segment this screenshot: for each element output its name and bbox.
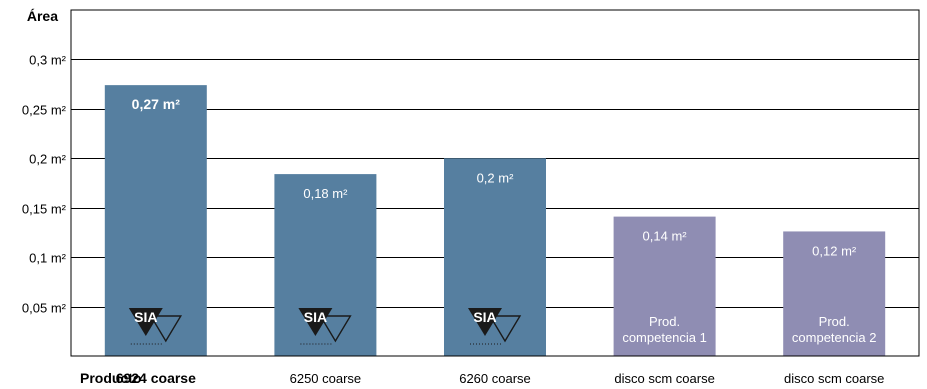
x-tick-label: 6924 coarse — [116, 370, 196, 386]
x-tick-labels: 6924 coarse 6250 coarse 6260 coarse disco s… — [116, 370, 885, 386]
logo-text: SIA — [473, 309, 496, 325]
bar-group: 0,18 m² SIA — [274, 174, 377, 356]
y-tick-label: 0,1 m² — [29, 251, 67, 266]
bar — [613, 216, 716, 356]
logo-triangle-filled — [298, 308, 333, 336]
bar-group: 0,14 m² Prod. competencia 1 — [613, 216, 716, 356]
bar-group: 0,2 m² SIA — [444, 158, 546, 356]
x-tick-label: disco scm coarse — [784, 371, 884, 386]
sia-logo: SIA — [298, 308, 352, 345]
logo-text: SIA — [304, 309, 327, 325]
sia-logo: SIA — [468, 308, 522, 345]
plot-frame — [70, 9, 920, 357]
bar-inner-label: Prod. competencia 2 — [792, 314, 877, 345]
data-label: 0,14 m² — [643, 229, 688, 244]
y-tick-label: 0,3 m² — [29, 53, 67, 68]
logo-triangle-filled — [468, 308, 502, 336]
y-tick-label: 0,2 m² — [29, 152, 67, 167]
sia-logo: SIA — [128, 308, 183, 345]
data-label: 0,18 m² — [303, 186, 348, 201]
y-tick-label: 0,25 m² — [22, 103, 67, 118]
bar — [783, 231, 886, 356]
bar-group: 0,12 m² Prod. competencia 2 — [783, 231, 886, 356]
logo-triangle-outline — [149, 315, 183, 343]
data-label: 0,27 m² — [132, 96, 181, 112]
bar-group: 0,27 m² SIA — [104, 85, 207, 356]
bar — [444, 158, 546, 356]
logo-triangle-outline — [319, 315, 352, 343]
data-label: 0,12 m² — [812, 243, 857, 258]
y-tick-label: 0,15 m² — [22, 202, 67, 217]
bar-inner-label: Prod. competencia 1 — [622, 314, 707, 345]
y-axis-label: Área — [27, 8, 58, 24]
x-tick-label: 6260 coarse — [459, 371, 531, 386]
x-tick-label: 6250 coarse — [290, 371, 362, 386]
bars: 0,27 m² SIA 0,18 m² SIA 0,2 m² SIA 0,14 m² Prod… — [104, 85, 886, 356]
x-axis-label: Producto — [80, 370, 141, 386]
data-label: 0,2 m² — [477, 170, 515, 185]
logo-text: SIA — [134, 309, 157, 325]
logo-triangle-outline — [488, 315, 522, 343]
bar — [274, 174, 377, 356]
x-tick-label: disco scm coarse — [614, 371, 714, 386]
logo-triangle-filled — [128, 308, 163, 336]
y-tick-labels: 0,05 m² 0,1 m² 0,15 m² 0,2 m² 0,25 m² 0,3 m² — [22, 53, 67, 316]
y-tick-label: 0,05 m² — [22, 301, 67, 316]
